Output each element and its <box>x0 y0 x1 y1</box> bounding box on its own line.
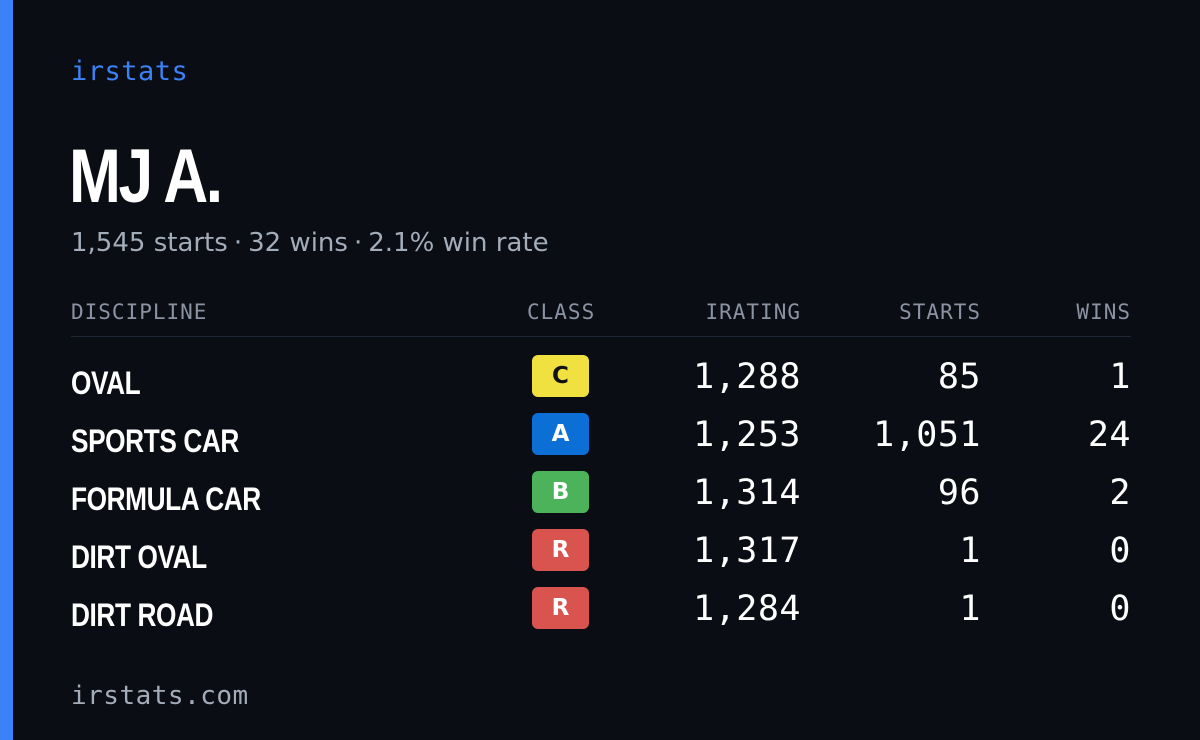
class-badge: R <box>532 529 589 571</box>
header-irating: IRATING <box>705 300 801 324</box>
row-starts: 85 <box>937 357 981 397</box>
row-starts: 1 <box>959 589 981 629</box>
row-wins: 24 <box>1087 415 1131 455</box>
header-starts: STARTS <box>899 300 981 324</box>
row-irating: 1,284 <box>693 589 801 629</box>
table-row: DIRT ROAD R 1,284 1 0 <box>71 585 1131 643</box>
row-discipline: OVAL <box>71 365 141 401</box>
table-row: OVAL C 1,288 85 1 <box>71 353 1131 411</box>
accent-bar <box>0 0 13 740</box>
row-irating: 1,317 <box>693 531 801 571</box>
table-row: FORMULA CAR B 1,314 96 2 <box>71 469 1131 527</box>
row-wins: 1 <box>1109 357 1131 397</box>
header-wins: WINS <box>1076 300 1131 324</box>
class-badge: A <box>532 413 589 455</box>
brand-title: irstats <box>71 56 189 87</box>
stats-table: DISCIPLINE CLASS IRATING STARTS WINS OVA… <box>71 296 1131 643</box>
row-wins: 0 <box>1109 589 1131 629</box>
class-badge: R <box>532 587 589 629</box>
table-body: OVAL C 1,288 85 1 SPORTS CAR A 1,253 1,0… <box>71 353 1131 643</box>
row-starts: 96 <box>937 473 981 513</box>
row-irating: 1,314 <box>693 473 801 513</box>
row-discipline: SPORTS CAR <box>71 423 239 459</box>
summary-win-rate: 2.1% win rate <box>368 228 549 258</box>
table-row: DIRT OVAL R 1,317 1 0 <box>71 527 1131 585</box>
driver-name: MJ A. <box>69 134 223 219</box>
row-discipline: DIRT ROAD <box>71 597 214 633</box>
row-starts: 1 <box>959 531 981 571</box>
row-irating: 1,253 <box>693 415 801 455</box>
footer-url: irstats.com <box>71 681 249 711</box>
row-irating: 1,288 <box>693 357 801 397</box>
row-starts: 1,051 <box>873 415 981 455</box>
row-discipline: FORMULA CAR <box>71 481 261 517</box>
row-wins: 0 <box>1109 531 1131 571</box>
table-row: SPORTS CAR A 1,253 1,051 24 <box>71 411 1131 469</box>
row-wins: 2 <box>1109 473 1131 513</box>
class-badge: C <box>532 355 589 397</box>
summary-separator: · <box>233 228 243 258</box>
summary-separator: · <box>353 228 363 258</box>
table-header: DISCIPLINE CLASS IRATING STARTS WINS <box>71 296 1131 337</box>
header-discipline: DISCIPLINE <box>71 300 208 324</box>
driver-summary: 1,545 starts · 32 wins · 2.1% win rate <box>71 228 549 258</box>
summary-starts: 1,545 starts <box>71 228 228 258</box>
class-badge: B <box>532 471 589 513</box>
header-class: CLASS <box>527 300 596 324</box>
row-discipline: DIRT OVAL <box>71 539 207 575</box>
summary-wins: 32 wins <box>248 228 348 258</box>
